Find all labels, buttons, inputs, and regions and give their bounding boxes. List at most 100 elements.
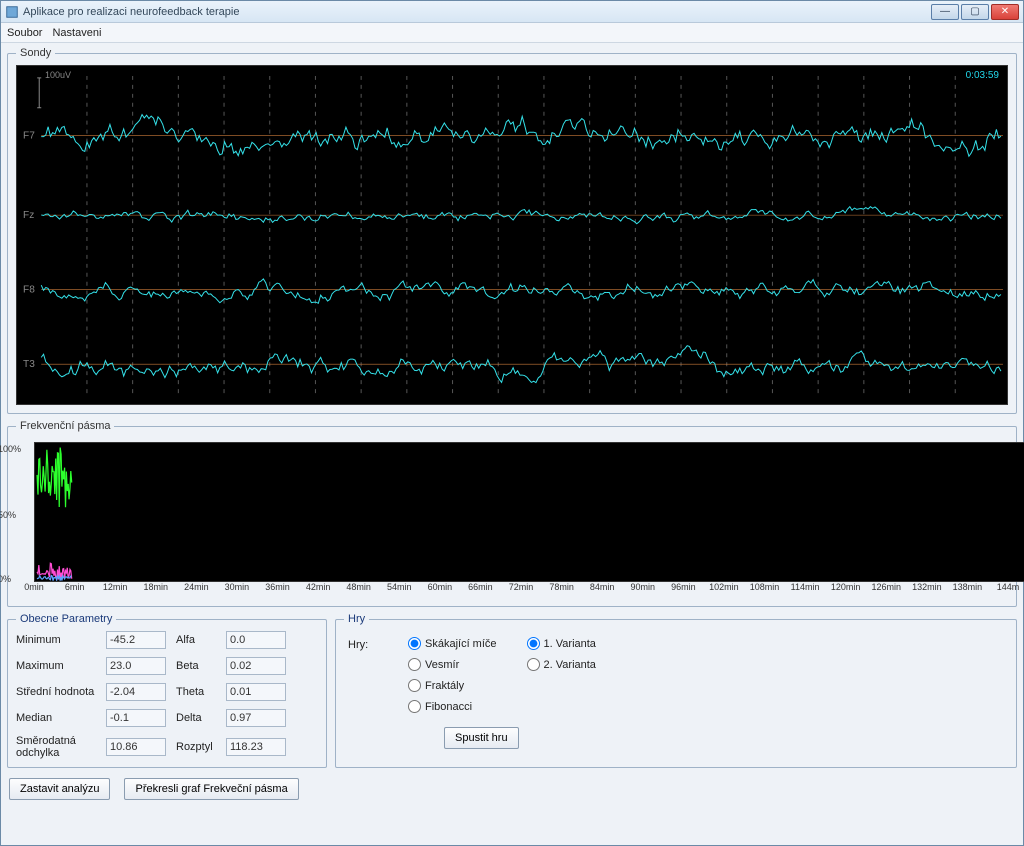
- freq-xtick: 108min: [750, 582, 780, 592]
- stop-analysis-button[interactable]: Zastavit analýzu: [9, 778, 110, 800]
- game-option-3-radio[interactable]: [408, 700, 421, 713]
- variant-option-1-radio[interactable]: [527, 658, 540, 671]
- lbl-delta: Delta: [176, 712, 216, 724]
- variant-option-0-label: 1. Varianta: [544, 638, 596, 650]
- val-median[interactable]: [106, 709, 166, 727]
- variant-option-1[interactable]: 2. Varianta: [527, 658, 596, 671]
- app-icon: [5, 5, 19, 19]
- freq-xtick: 114min: [791, 582, 820, 592]
- game-option-0-label: Skákající míče: [425, 638, 497, 650]
- game-option-3[interactable]: Fibonacci: [408, 700, 497, 713]
- redraw-freq-button[interactable]: Překresli graf Frekveční pásma: [124, 778, 298, 800]
- svg-text:F8: F8: [23, 285, 35, 296]
- freq-xtick: 78min: [549, 582, 574, 592]
- freq-xtick: 132min: [912, 582, 942, 592]
- freq-xtick: 48min: [346, 582, 371, 592]
- game-option-2-label: Fraktály: [425, 680, 464, 692]
- val-maximum[interactable]: [106, 657, 166, 675]
- hry-row: Hry: Skákající míče Vesmír Fraktály Fibonac…: [344, 631, 1008, 719]
- sondy-panel: Sondy 100uV 0:03:59 F7 Fz F8 T3: [7, 47, 1017, 414]
- freq-y-100: 100%: [0, 444, 21, 454]
- val-rozptyl[interactable]: [226, 738, 286, 756]
- freq-xtick: 90min: [630, 582, 655, 592]
- game-option-3-label: Fibonacci: [425, 701, 472, 713]
- content-area: Sondy 100uV 0:03:59 F7 Fz F8 T3 Frekvenční …: [1, 43, 1023, 845]
- bottom-row: Obecne Parametry Minimum Alfa Maximum Be…: [7, 613, 1017, 768]
- freq-xtick: 0min: [24, 582, 44, 592]
- timecode: 0:03:59: [966, 70, 999, 81]
- lbl-rozptyl: Rozptyl: [176, 741, 216, 753]
- freq-xtick: 96min: [671, 582, 696, 592]
- game-option-1-label: Vesmír: [425, 659, 459, 671]
- val-theta[interactable]: [226, 683, 286, 701]
- variants-column: 1. Varianta 2. Varianta: [527, 637, 596, 671]
- game-option-0[interactable]: Skákající míče: [408, 637, 497, 650]
- freq-xtick: 36min: [265, 582, 290, 592]
- freq-xtick: 66min: [468, 582, 493, 592]
- sondy-legend: Sondy: [16, 47, 55, 59]
- game-option-2[interactable]: Fraktály: [408, 679, 497, 692]
- freq-xtick: 18min: [143, 582, 168, 592]
- freq-xtick: 126min: [871, 582, 901, 592]
- games-column: Skákající míče Vesmír Fraktály Fibonacci: [408, 637, 497, 713]
- window-title: Aplikace pro realizaci neurofeedback ter…: [23, 6, 931, 18]
- start-game-button[interactable]: Spustit hru: [444, 727, 519, 749]
- lbl-maximum: Maximum: [16, 660, 96, 672]
- footer-buttons: Zastavit analýzu Překresli graf Frekvečn…: [7, 774, 1017, 806]
- svg-text:F7: F7: [23, 131, 35, 142]
- sondy-svg: F7 Fz F8 T3: [17, 66, 1007, 404]
- val-alfa[interactable]: [226, 631, 286, 649]
- menu-nastaveni[interactable]: Nastaveni: [52, 27, 101, 39]
- hry-button-row: Spustit hru: [344, 719, 1008, 749]
- freq-xtick: 144m: [997, 582, 1020, 592]
- lbl-alfa: Alfa: [176, 634, 216, 646]
- freq-wrap: 100% 50% 0% 0min6min12min18min24min30min…: [16, 442, 1008, 598]
- lbl-theta: Theta: [176, 686, 216, 698]
- freq-xtick: 54min: [387, 582, 412, 592]
- params-panel: Obecne Parametry Minimum Alfa Maximum Be…: [7, 613, 327, 768]
- variant-option-0-radio[interactable]: [527, 637, 540, 650]
- freq-xtick: 6min: [65, 582, 85, 592]
- hry-label: Hry:: [348, 637, 378, 651]
- variant-option-1-label: 2. Varianta: [544, 659, 596, 671]
- freq-xtick: 120min: [831, 582, 861, 592]
- val-stredni[interactable]: [106, 683, 166, 701]
- maximize-button[interactable]: ▢: [961, 4, 989, 20]
- freq-x-axis: 0min6min12min18min24min30min36min42min48…: [34, 582, 1008, 598]
- freq-xtick: 84min: [590, 582, 615, 592]
- val-smodch[interactable]: [106, 738, 166, 756]
- game-option-2-radio[interactable]: [408, 679, 421, 692]
- svg-text:Fz: Fz: [23, 210, 34, 221]
- hry-legend: Hry: [344, 613, 369, 625]
- svg-text:T3: T3: [23, 359, 35, 370]
- freq-xtick: 42min: [306, 582, 331, 592]
- minimize-button[interactable]: —: [931, 4, 959, 20]
- val-beta[interactable]: [226, 657, 286, 675]
- game-option-1[interactable]: Vesmír: [408, 658, 497, 671]
- freq-xtick: 30min: [225, 582, 250, 592]
- val-delta[interactable]: [226, 709, 286, 727]
- variant-option-0[interactable]: 1. Varianta: [527, 637, 596, 650]
- window-buttons: — ▢ ✕: [931, 4, 1019, 20]
- lbl-stredni: Střední hodnota: [16, 686, 96, 698]
- params-legend: Obecne Parametry: [16, 613, 116, 625]
- close-button[interactable]: ✕: [991, 4, 1019, 20]
- lbl-beta: Beta: [176, 660, 216, 672]
- menu-soubor[interactable]: Soubor: [7, 27, 42, 39]
- app-window: Aplikace pro realizaci neurofeedback ter…: [0, 0, 1024, 846]
- lbl-median: Median: [16, 712, 96, 724]
- freq-xtick: 72min: [509, 582, 534, 592]
- menubar: Soubor Nastaveni: [1, 23, 1023, 43]
- val-minimum[interactable]: [106, 631, 166, 649]
- scale-label: 100uV: [45, 70, 71, 80]
- freq-panel: Frekvenční pásma 100% 50% 0% 0min6min12m…: [7, 420, 1017, 607]
- freq-xtick: 24min: [184, 582, 209, 592]
- freq-svg: [35, 443, 1024, 581]
- param-grid: Minimum Alfa Maximum Beta Střední hodnot…: [16, 631, 318, 759]
- freq-legend: Frekvenční pásma: [16, 420, 114, 432]
- hry-panel: Hry Hry: Skákající míče Vesmír Fraktály Fib…: [335, 613, 1017, 768]
- game-option-1-radio[interactable]: [408, 658, 421, 671]
- game-option-0-radio[interactable]: [408, 637, 421, 650]
- sondy-chart: 100uV 0:03:59 F7 Fz F8 T3: [16, 65, 1008, 405]
- freq-xtick: 102min: [709, 582, 739, 592]
